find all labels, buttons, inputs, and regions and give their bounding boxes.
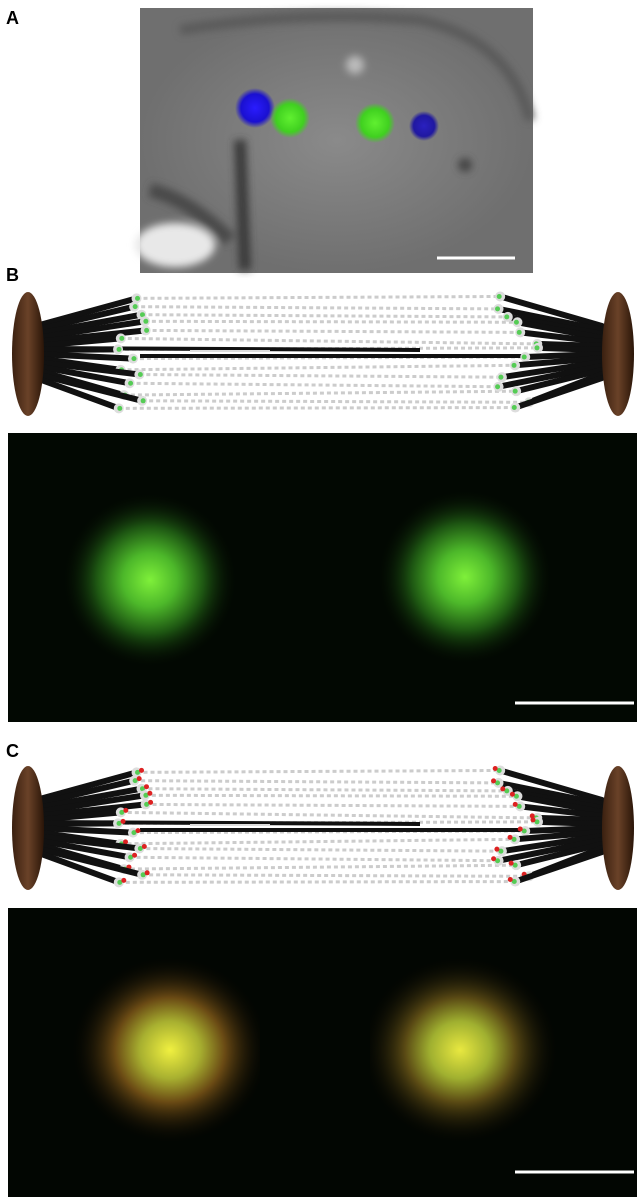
dotted-link: [146, 804, 521, 806]
dotted-link: [121, 812, 537, 818]
kinetochore-dot: [117, 406, 122, 411]
kinetochore-dot: [513, 389, 518, 394]
kinetochore-dot: [513, 802, 518, 807]
dotted-link: [124, 391, 516, 395]
kinetochore-dot: [509, 861, 514, 866]
kinetochore-dot: [517, 330, 522, 335]
dotted-link: [145, 795, 518, 796]
kinetochore-dot: [498, 375, 503, 380]
kinetochore-dot: [493, 766, 498, 771]
pole: [12, 292, 44, 416]
dotted-link: [145, 321, 518, 322]
kinetochore-dot: [495, 384, 500, 389]
panel-label: A: [6, 8, 19, 28]
rod: [538, 822, 602, 824]
kinetochore-dot: [121, 878, 126, 883]
kinetochore-dot: [135, 828, 140, 833]
kinetochore-dot: [148, 800, 153, 805]
rod: [36, 823, 118, 824]
dotted-link: [134, 781, 498, 783]
dotted-link: [119, 882, 515, 883]
kinetochore-dot: [535, 345, 540, 350]
kinetochore-dot: [145, 870, 150, 875]
pole: [602, 292, 634, 416]
kinetochore-dot: [522, 354, 527, 359]
dotted-link: [121, 365, 516, 370]
spindle-diagram-c: [12, 765, 634, 890]
dotted-link: [134, 307, 498, 309]
kinetochore-dot: [491, 856, 496, 861]
kinetochore-dot: [510, 792, 515, 797]
kinetochore-dot: [132, 853, 137, 858]
dotted-link: [124, 865, 516, 869]
dotted-link: [121, 839, 516, 844]
kinetochore-dot: [518, 826, 523, 831]
pole: [602, 766, 634, 890]
kinetochore-dot: [141, 398, 146, 403]
dotted-link: [139, 375, 502, 378]
panel-label: C: [6, 741, 19, 761]
figure: A B C: [0, 0, 637, 1197]
kinetochore-dot: [512, 363, 517, 368]
dotted-link: [121, 338, 537, 344]
kinetochore-dot: [121, 819, 126, 824]
dotted-link: [130, 857, 499, 860]
kinetochore-dot: [514, 320, 519, 325]
kinetochore-dot: [137, 776, 142, 781]
kinetochore-dot: [119, 336, 124, 341]
kinetochore-dot: [491, 778, 496, 783]
dotted-link: [146, 330, 521, 332]
rod: [36, 349, 118, 350]
kinetochore-dot: [139, 768, 144, 773]
kinetochore-dot: [133, 304, 138, 309]
kinetochore-dot: [531, 817, 536, 822]
rod: [538, 348, 602, 350]
dotted-link: [141, 315, 507, 317]
dotted-link: [142, 875, 529, 877]
kinetochore-dot: [142, 844, 147, 849]
kinetochore-dot: [117, 347, 122, 352]
dotted-link: [141, 789, 507, 791]
kinetochore-dot: [123, 808, 128, 813]
kinetochore-dot: [494, 847, 499, 852]
kinetochore-dot: [504, 314, 509, 319]
kinetochore-dot: [144, 328, 149, 333]
kinetochore-dot: [123, 839, 128, 844]
dotted-link: [142, 401, 529, 403]
kinetochore-dot: [500, 786, 505, 791]
kinetochore-dot: [128, 381, 133, 386]
kinetochore-dot: [508, 835, 513, 840]
dotted-link: [139, 849, 502, 852]
dotted-link: [130, 383, 499, 386]
kinetochore-dot: [497, 294, 502, 299]
kinetochore-dot: [131, 356, 136, 361]
dotted-link: [137, 296, 501, 298]
kinetochore-dot: [135, 296, 140, 301]
panel-label: B: [6, 265, 19, 285]
dotted-link: [137, 770, 501, 772]
dotted-link: [119, 408, 515, 409]
spindle-diagram-b: [12, 291, 634, 416]
micrograph-b: [8, 433, 637, 722]
kinetochore-dot: [138, 372, 143, 377]
kinetochore-dot: [147, 791, 152, 796]
micrograph-c: [8, 908, 637, 1197]
kinetochore-dot: [512, 405, 517, 410]
kinetochore-dot: [495, 306, 500, 311]
pole: [12, 766, 44, 890]
kinetochore-dot: [508, 877, 513, 882]
micrograph-a: [135, 8, 533, 273]
kinetochore-dot: [144, 784, 149, 789]
kinetochore-dot: [143, 319, 148, 324]
